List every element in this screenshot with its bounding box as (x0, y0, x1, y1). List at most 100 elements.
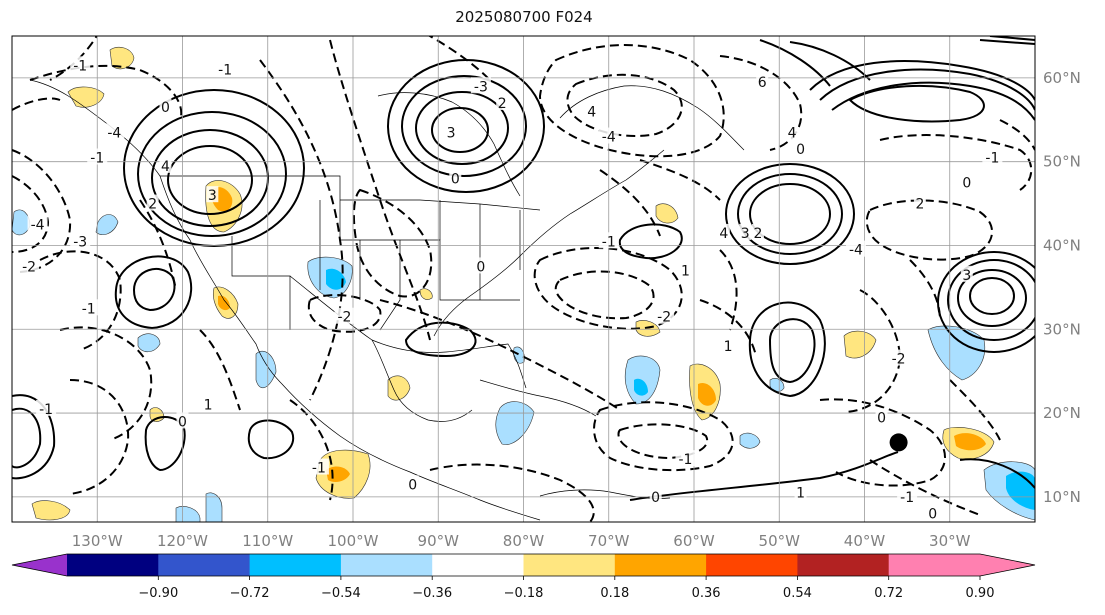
map-frame (11, 35, 1036, 523)
contour-label-background (474, 257, 487, 274)
colorbar-bin (614, 554, 707, 576)
colorbar-bin (797, 554, 890, 576)
graticule-grid (12, 36, 1035, 522)
longitude-tick-label: 110°W (242, 532, 293, 550)
colorbar-extend-low (12, 554, 67, 576)
contour-label-background (585, 102, 598, 119)
contour-label: -2 (657, 310, 671, 326)
contour-label: 1 (796, 486, 805, 502)
contour-label-background (845, 240, 866, 257)
contour-label: 4 (587, 104, 596, 120)
colorbar-tick-label: 0.72 (874, 586, 903, 601)
contour-label: 0 (451, 171, 460, 187)
contour-label: -2 (892, 352, 906, 368)
contour-label-background (19, 257, 40, 274)
contour-label-background (786, 123, 799, 140)
colorbar-bin (67, 554, 159, 576)
contour-label-background (875, 408, 888, 425)
contour-label: 0 (178, 414, 187, 430)
contour-label: 1 (681, 264, 690, 280)
colorbar: −0.90 −0.72 −0.54 −0.36 −0.18 0.18 0.36 0.54 0.7… (11, 553, 1036, 601)
contour-label: 3 (741, 226, 750, 242)
contour-label: 0 (408, 477, 417, 493)
contour-label: 3 (962, 268, 971, 284)
colorbar-bin (432, 554, 524, 576)
longitude-tick-label: 120°W (157, 532, 208, 550)
contour-label-background (308, 458, 329, 475)
contour-label: 4 (719, 226, 728, 242)
contour-label: -1 (678, 452, 692, 468)
contour-label-background (449, 169, 462, 186)
contour-label-background (897, 487, 918, 504)
contour-label-background (406, 475, 419, 492)
contour-label-background (739, 223, 752, 240)
colorbar-tick-label: −0.36 (412, 586, 452, 601)
contour-label-background (159, 98, 172, 115)
contour-label-background (679, 261, 692, 278)
longitude-tick-label: 130°W (72, 532, 123, 550)
contour-label: 2 (915, 197, 924, 213)
contour-label-background (87, 148, 108, 165)
contour-label-background (159, 156, 172, 173)
longitude-tick-label: 90°W (418, 532, 460, 550)
contour-label: -4 (107, 125, 121, 141)
colorbar-tick-label: 0.36 (692, 586, 721, 601)
dashed-contours (12, 36, 1035, 522)
contour-label: -4 (602, 130, 616, 146)
contour-label-background (598, 232, 619, 249)
contour-label-background (36, 399, 57, 416)
storm-position-marker (889, 433, 908, 452)
longitude-tick-labels: 130°W 120°W 110°W 100°W 90°W 80°W 70°W 60°W 50°W… (72, 532, 971, 550)
colorbar-tick-label: −0.54 (321, 586, 361, 601)
contour-label: -1 (312, 461, 326, 477)
contour-label: 0 (962, 176, 971, 192)
colorbar-tick-label: −0.72 (230, 586, 270, 601)
contour-label-background (675, 450, 696, 467)
contour-label: 4 (788, 125, 797, 141)
contour-label: -2 (337, 310, 351, 326)
contour-label: -1 (985, 151, 999, 167)
map-title: 2025080700 F024 (455, 8, 593, 26)
contour-label-background (146, 194, 159, 211)
contour-label: 0 (796, 142, 805, 158)
contour-label-background (470, 77, 491, 94)
contour-label-background (751, 223, 764, 240)
latitude-tick-label: 20°N (1043, 404, 1081, 422)
contour-label: -1 (900, 490, 914, 506)
contour-label: -1 (73, 58, 87, 74)
contour-label: -1 (39, 402, 53, 418)
latitude-tick-label: 10°N (1043, 488, 1081, 506)
contour-label: 0 (928, 507, 937, 523)
contour-label-background (70, 56, 91, 73)
colorbar-tick-label: 0.90 (966, 586, 995, 601)
contour-label-background (913, 194, 926, 211)
contour-label-background (70, 232, 91, 249)
contour-label: -3 (73, 234, 87, 250)
contour-label-background (717, 223, 730, 240)
contour-label-background (794, 483, 807, 500)
contour-label: 1 (204, 398, 213, 414)
latitude-tick-label: 30°N (1043, 320, 1081, 338)
contour-label: 4 (161, 159, 170, 175)
colorbar-tick-label: 0.54 (783, 586, 812, 601)
contour-label-background (27, 215, 48, 232)
colorbar-bin (523, 554, 616, 576)
longitude-tick-label: 30°W (929, 532, 971, 550)
contour-label-background (215, 60, 236, 77)
contour-label-background (78, 299, 99, 316)
contour-label: -1 (218, 63, 232, 79)
colorbar-bin (706, 554, 798, 576)
contour-label: -4 (31, 218, 45, 234)
contour-label: 6 (758, 75, 767, 91)
contour-label-background (794, 140, 807, 157)
contour-label-background (496, 94, 509, 111)
colorbar-bin (158, 554, 251, 576)
contour-label: 1 (724, 339, 733, 355)
latitude-tick-label: 60°N (1043, 69, 1081, 87)
latitude-tick-label: 40°N (1043, 236, 1081, 254)
contour-label: -1 (82, 301, 96, 317)
contour-label-background (982, 148, 1003, 165)
contour-label-background (960, 173, 973, 190)
longitude-tick-label: 50°W (759, 532, 801, 550)
